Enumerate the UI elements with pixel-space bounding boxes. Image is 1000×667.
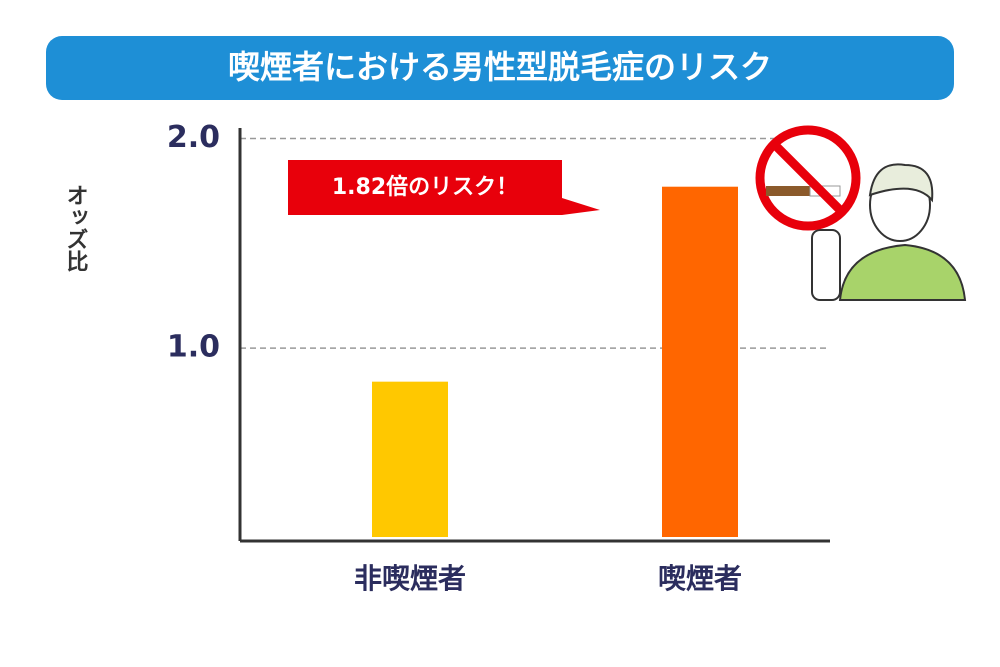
x-tick-label: 非喫煙者 (354, 562, 466, 595)
y-tick-label: 1.0 (167, 330, 220, 365)
illustration (755, 125, 967, 301)
y-tick-label: 2.0 (167, 120, 220, 155)
bar (372, 381, 448, 537)
callout: 1.82倍のリスク！ (288, 160, 600, 215)
plot-area: 1.0 2.0 非喫煙者 喫煙者 (167, 120, 830, 595)
y-axis-label: オッズ比 (63, 184, 88, 273)
title-banner (46, 36, 954, 100)
x-tick-label: 喫煙者 (658, 562, 742, 595)
bar (662, 186, 738, 537)
chart-title: 喫煙者における男性型脱毛症のリスク (228, 48, 772, 86)
annotation: 1.82倍のリスク！ (332, 174, 518, 200)
